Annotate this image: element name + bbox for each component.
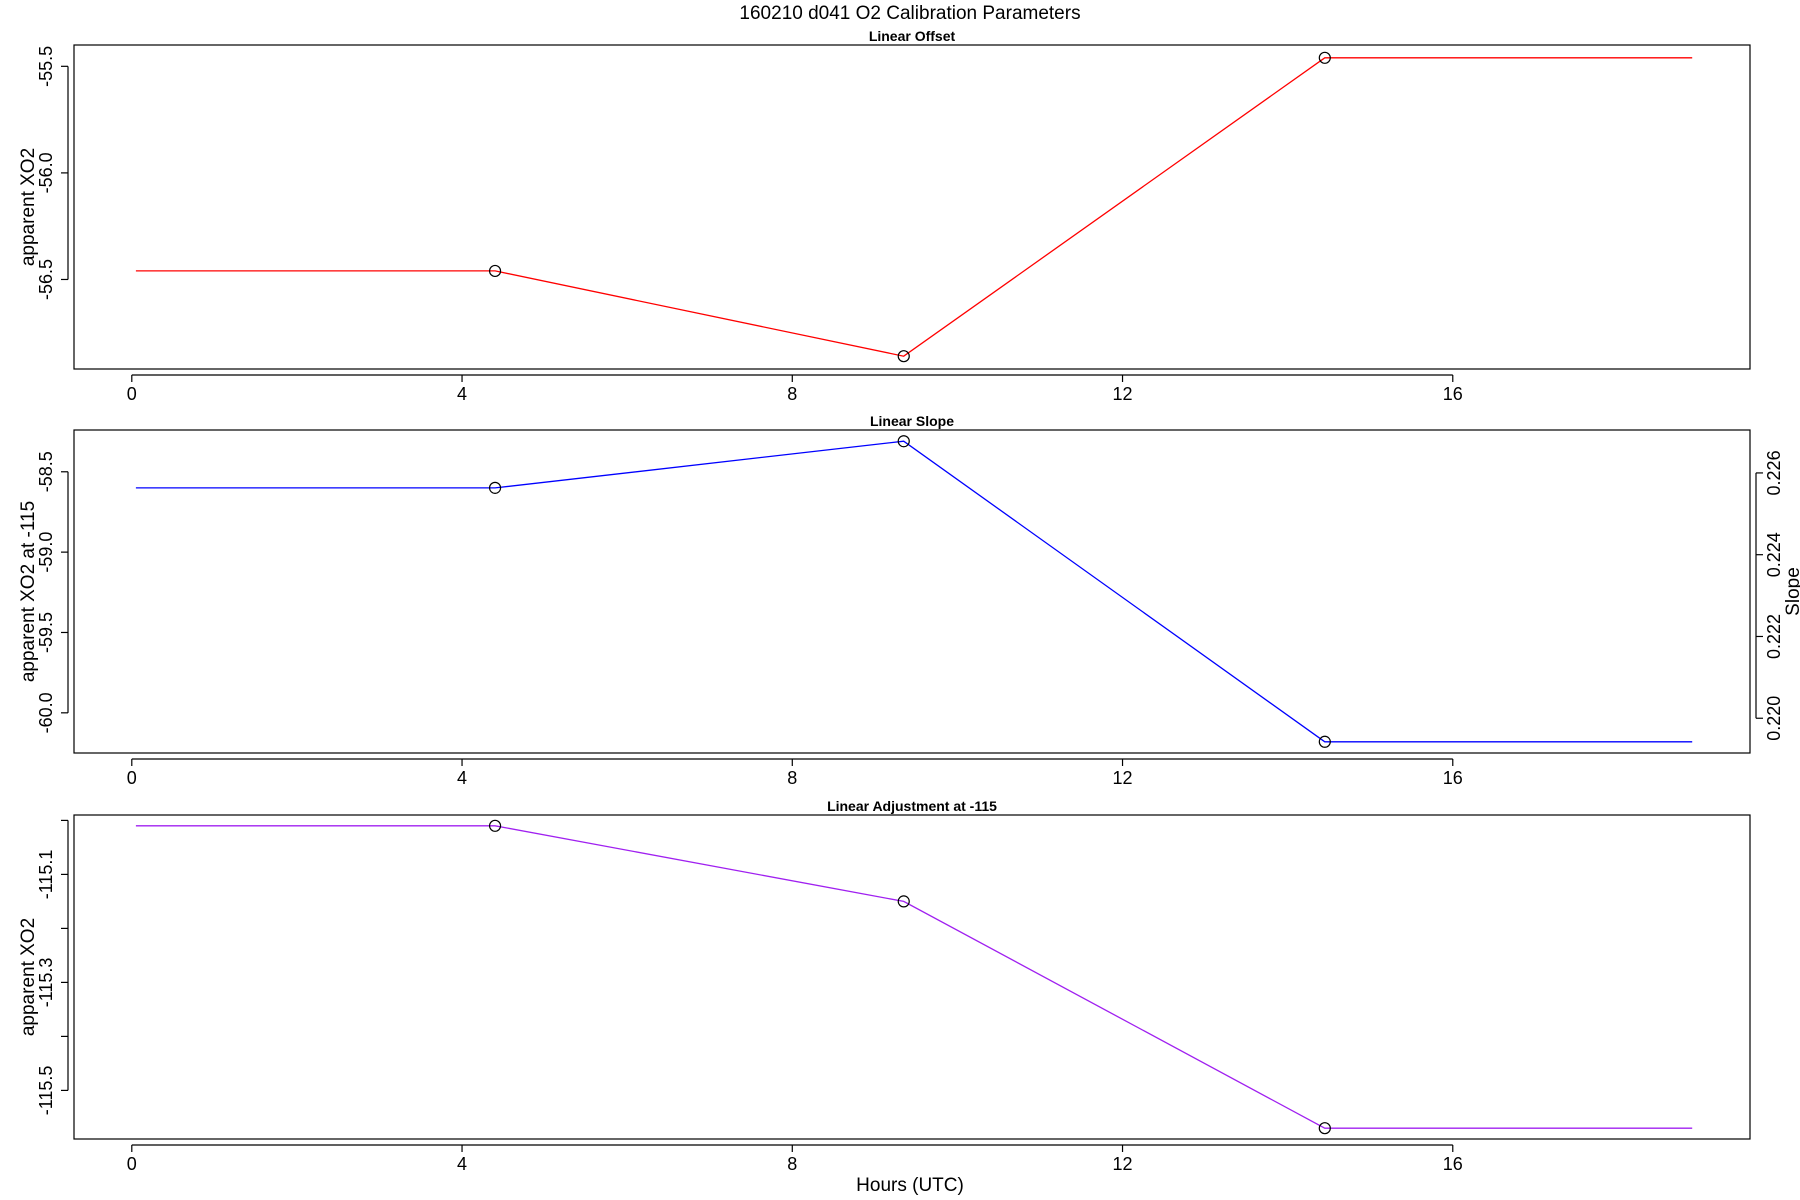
series-line	[135, 825, 1693, 1129]
y-right-tick-label: 0.226	[1764, 450, 1784, 495]
data-point-marker	[897, 350, 910, 363]
figure-x-axis-label: Hours (UTC)	[856, 1175, 964, 1196]
panel-title: Linear Adjustment at -115	[827, 798, 997, 814]
panel-1: Linear Offset 0 4 8 12 16 -56.5 -56.0 -55.5 appar…	[18, 28, 1751, 404]
y-tick-label: -59.5	[36, 612, 56, 653]
series-line	[135, 57, 1693, 357]
y-tick-label: -58.5	[36, 451, 56, 492]
series-line	[135, 440, 1693, 743]
x-tick-label: 0	[127, 1154, 137, 1174]
x-tick-label: 16	[1443, 1154, 1463, 1174]
y-axis-label: apparent XO2 at -115	[18, 501, 39, 682]
y-tick-label: -55.5	[36, 46, 56, 87]
data-point-marker	[1318, 735, 1331, 748]
panel-3: Linear Adjustment at -115 0 4 8 12 16 -115.5 -1…	[18, 798, 1751, 1174]
figure-title: 160210 d041 O2 Calibration Parameters	[739, 3, 1080, 24]
y-right-tick-label: 0.222	[1764, 614, 1784, 659]
x-tick-label: 8	[787, 768, 797, 788]
x-tick-label: 4	[457, 384, 467, 404]
data-point-marker	[897, 895, 910, 908]
y-tick-label: -60.0	[36, 692, 56, 733]
panel-frame	[73, 44, 1751, 370]
data-point-marker	[1318, 51, 1331, 64]
y-tick-label: -59.0	[36, 532, 56, 573]
data-point-marker	[1318, 1122, 1331, 1135]
y-tick-label: -56.5	[36, 259, 56, 300]
panel-frame	[73, 814, 1751, 1140]
y-tick-label: -115.1	[36, 850, 56, 900]
x-tick-label: 16	[1443, 384, 1463, 404]
y-right-axis-label: Slope	[1783, 567, 1800, 616]
panel-2: Linear Slope 0 4 8 12 16 -60.0 -59.5 -59.0 -58.5 a…	[18, 413, 1800, 788]
panel-title: Linear Offset	[869, 28, 956, 44]
data-point-marker	[897, 435, 910, 448]
x-tick-label: 8	[787, 1154, 797, 1174]
data-point-marker	[488, 481, 502, 494]
y-axis-label: apparent XO2	[18, 148, 39, 266]
x-tick-label: 12	[1113, 384, 1133, 404]
y-right-tick-label: 0.224	[1764, 532, 1784, 577]
y-tick-label: -115.3	[36, 958, 56, 1008]
x-tick-label: 16	[1443, 768, 1463, 788]
panels: Linear Offset 0 4 8 12 16 -56.5 -56.0 -55.5 appar…	[18, 28, 1800, 1174]
x-tick-label: 4	[457, 1154, 467, 1174]
x-tick-label: 12	[1113, 768, 1133, 788]
x-tick-label: 0	[127, 384, 137, 404]
y-axis-label: apparent XO2	[18, 918, 39, 1036]
x-tick-label: 12	[1113, 1154, 1133, 1174]
panel-title: Linear Slope	[870, 413, 954, 429]
y-right-tick-label: 0.220	[1764, 696, 1784, 741]
y-tick-label: -115.5	[36, 1066, 56, 1116]
y-tick-label: -56.0	[36, 152, 56, 193]
data-point-marker	[488, 264, 502, 278]
x-tick-label: 4	[457, 768, 467, 788]
x-tick-label: 0	[127, 768, 137, 788]
x-tick-label: 8	[787, 384, 797, 404]
data-point-marker	[488, 819, 502, 832]
panel-frame	[73, 429, 1751, 754]
